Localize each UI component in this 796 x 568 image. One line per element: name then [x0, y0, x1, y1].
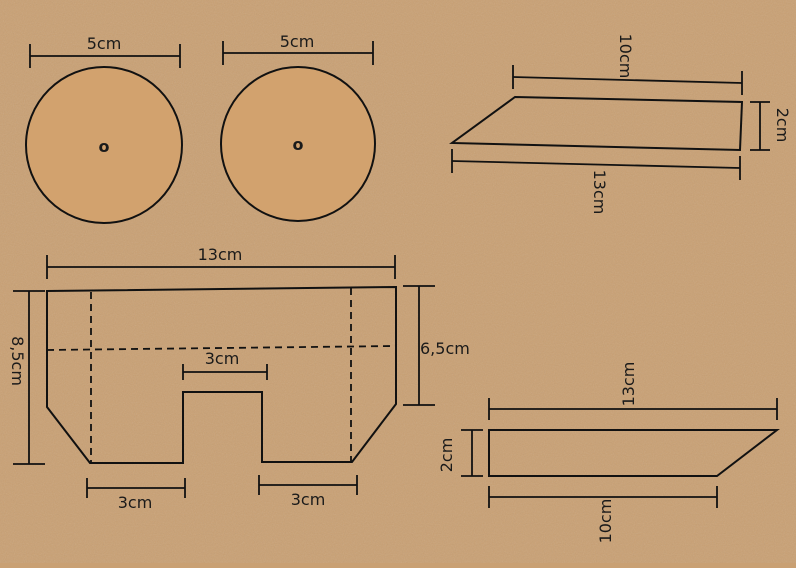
wheel-1: 5cm o — [25, 34, 183, 224]
left-leg-label: 3cm — [118, 493, 153, 512]
wheel-1-center-mark: o — [99, 137, 110, 156]
body-height-label: 8,5cm — [8, 336, 27, 386]
wheel-1-diameter-label: 5cm — [87, 34, 122, 53]
body-inner-height-label: 6,5cm — [420, 339, 470, 358]
top-right-top-dimension — [512, 76, 743, 84]
bottom-right-part: 13cm 2cm 10cm — [437, 362, 780, 544]
bottom-right-bottom-label: 10cm — [596, 499, 615, 544]
bottom-right-top-label: 13cm — [619, 362, 638, 407]
top-right-bottom-label: 13cm — [590, 170, 609, 215]
body-fold-line-horizontal — [46, 345, 397, 351]
body-outline — [46, 285, 397, 464]
top-right-trapezoid — [449, 95, 744, 152]
cutout-label: 3cm — [205, 349, 240, 368]
bottom-right-side-label: 2cm — [437, 438, 456, 473]
body-width-label: 13cm — [198, 245, 243, 264]
wheel-2-center-mark: o — [293, 135, 304, 154]
top-right-bottom-dimension — [451, 160, 741, 169]
wheel-1-disc — [25, 66, 183, 224]
wheel-2: 5cm o — [220, 32, 376, 222]
top-right-side-label: 2cm — [773, 108, 792, 143]
wheel-2-diameter-label: 5cm — [280, 32, 315, 51]
wheel-2-disc — [220, 66, 376, 222]
bottom-right-trapezoid — [488, 429, 780, 477]
body-part: 13cm 8,5cm 6,5cm 3cm 3cm 3cm — [8, 245, 470, 512]
top-right-part: 10cm 2cm 13cm — [449, 34, 792, 215]
top-right-top-label: 10cm — [616, 34, 635, 79]
right-leg-label: 3cm — [291, 490, 326, 509]
